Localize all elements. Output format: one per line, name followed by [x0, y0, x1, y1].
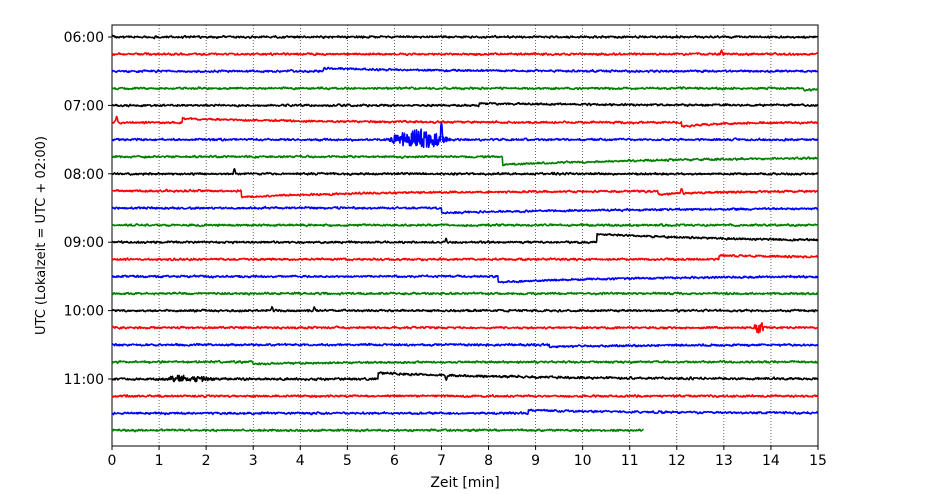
- seismic-trace: [111, 342, 819, 349]
- x-tick-label: 3: [249, 453, 258, 469]
- seismic-trace: [111, 253, 819, 262]
- seismic-trace: [111, 408, 819, 416]
- y-tick-label: 09:00: [64, 235, 104, 251]
- x-tick-label: 2: [202, 453, 211, 469]
- x-tick-label: 5: [343, 453, 352, 469]
- y-tick-label: 07:00: [64, 98, 104, 114]
- seismic-trace: [111, 223, 819, 228]
- x-tick-label: 12: [668, 453, 686, 469]
- x-tick-label: 7: [437, 453, 446, 469]
- seismic-trace: [111, 291, 819, 296]
- x-tick-label: 1: [155, 453, 164, 469]
- seismic-trace: [111, 86, 819, 92]
- seismic-trace: [111, 115, 819, 128]
- x-tick-label: 14: [762, 453, 780, 469]
- grid-lines: [158, 25, 772, 446]
- x-axis: 0 1 2 3 4 5 6 7 8 9 10 11 12 13 14 15: [108, 446, 827, 469]
- x-tick-label: 8: [484, 453, 493, 469]
- seismic-trace: [111, 322, 819, 334]
- x-tick-label: 6: [390, 453, 399, 469]
- x-axis-label: Zeit [min]: [430, 475, 499, 491]
- x-tick-label: 0: [108, 453, 117, 469]
- seismic-trace: [111, 274, 819, 284]
- seismic-trace: [111, 188, 819, 199]
- seismic-trace: [111, 371, 819, 383]
- seismic-trace: [111, 154, 819, 167]
- seismic-trace: [111, 66, 819, 74]
- y-tick-label: 06:00: [64, 30, 104, 46]
- x-tick-label: 11: [621, 453, 639, 469]
- seismic-trace: [111, 122, 819, 149]
- x-tick-label: 15: [809, 453, 827, 469]
- seismic-trace: [111, 101, 819, 108]
- y-tick-label: 11:00: [64, 372, 104, 388]
- seismic-trace: [111, 49, 819, 57]
- x-tick-label: 13: [715, 453, 733, 469]
- seismic-trace: [111, 359, 819, 366]
- y-axis: 06:00 07:00 08:00 09:00 10:00 11:00: [64, 30, 112, 388]
- seismic-trace: [111, 393, 819, 399]
- seismic-trace: [111, 34, 819, 40]
- x-tick-label: 9: [531, 453, 540, 469]
- seismic-trace: [111, 232, 819, 245]
- seismic-trace: [111, 428, 644, 433]
- y-axis-label: UTC (Lokalzeit = UTC + 02:00): [34, 136, 49, 335]
- seismic-trace: [111, 205, 819, 215]
- seismic-trace: [111, 168, 819, 176]
- plot-area: [111, 24, 819, 447]
- y-tick-label: 10:00: [64, 304, 104, 320]
- trace-group: [111, 34, 819, 433]
- y-tick-label: 08:00: [64, 167, 104, 183]
- seismic-trace: [111, 305, 819, 313]
- x-tick-label: 10: [574, 453, 592, 469]
- x-tick-label: 4: [296, 453, 305, 469]
